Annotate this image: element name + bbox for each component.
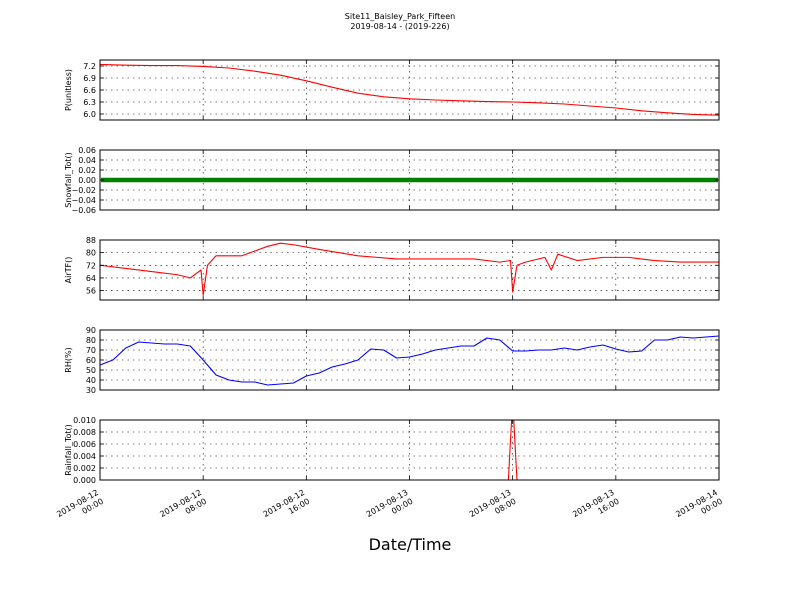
y-tick-label: 80 [86, 249, 96, 258]
series-line [99, 63, 720, 116]
y-tick-label: 88 [86, 236, 96, 245]
y-tick-label: 50 [86, 366, 96, 375]
y-tick-label: 0.000 [73, 476, 96, 485]
y-tick-label: 0.006 [73, 440, 96, 449]
x-axis-label: Date/Time [369, 535, 452, 554]
y-tick-label: 6.6 [83, 86, 96, 95]
y-axis-label: AirTF() [64, 257, 73, 284]
y-axis-label: RH(%) [64, 347, 73, 372]
panel-1: 6.0 6.3 6.6 6.9 7.2 P(unitless) [64, 59, 720, 121]
y-tick-label: 0.010 [73, 416, 96, 425]
y-tick-label: 6.9 [83, 74, 96, 83]
y-tick-label: 0.06 [78, 146, 96, 155]
y-tick-label: 0.02 [78, 166, 96, 175]
figure-subtitle: 2019-08-14 - (2019-226) [350, 22, 449, 31]
y-tick-label: −0.02 [71, 186, 96, 195]
y-tick-label: 7.2 [83, 62, 96, 71]
y-tick-label: 60 [86, 356, 96, 365]
y-tick-label: 90 [86, 326, 96, 335]
y-tick-label: 30 [86, 386, 96, 395]
y-tick-label: 0.00 [78, 176, 96, 185]
y-tick-label: −0.04 [71, 196, 96, 205]
y-tick-label: 80 [86, 336, 96, 345]
y-tick-label: 0.04 [78, 156, 96, 165]
y-axis-label: Rainfall_Tot() [64, 424, 73, 476]
y-tick-label: 64 [86, 274, 96, 283]
y-tick-label: 56 [86, 287, 96, 296]
panel-5: 0.000 0.002 0.004 0.006 0.008 0.010Rainfall_T… [64, 416, 720, 485]
series-line [99, 242, 719, 296]
series-line [99, 335, 720, 386]
y-tick-label: 0.008 [73, 428, 96, 437]
y-tick-label: 72 [86, 261, 96, 270]
figure-title: Site11_Baisley_Park_Fifteen [345, 12, 455, 21]
y-tick-label: 70 [86, 346, 96, 355]
y-tick-label: 0.002 [73, 464, 96, 473]
y-tick-label: 0.004 [73, 452, 96, 461]
panel-2: −0.06−0.04−0.020.000.020.040.06 Snowfall_… [64, 146, 720, 215]
y-axis-label: Snowfall_Tot() [64, 152, 73, 208]
y-tick-label: 6.0 [83, 110, 96, 119]
y-tick-label: −0.06 [71, 206, 96, 215]
y-axis-label: P(unitless) [64, 69, 73, 111]
panel-3: 56 64 72 80 88 AirTF() [64, 236, 720, 301]
y-tick-label: 40 [86, 376, 96, 385]
y-tick-label: 6.3 [83, 98, 96, 107]
